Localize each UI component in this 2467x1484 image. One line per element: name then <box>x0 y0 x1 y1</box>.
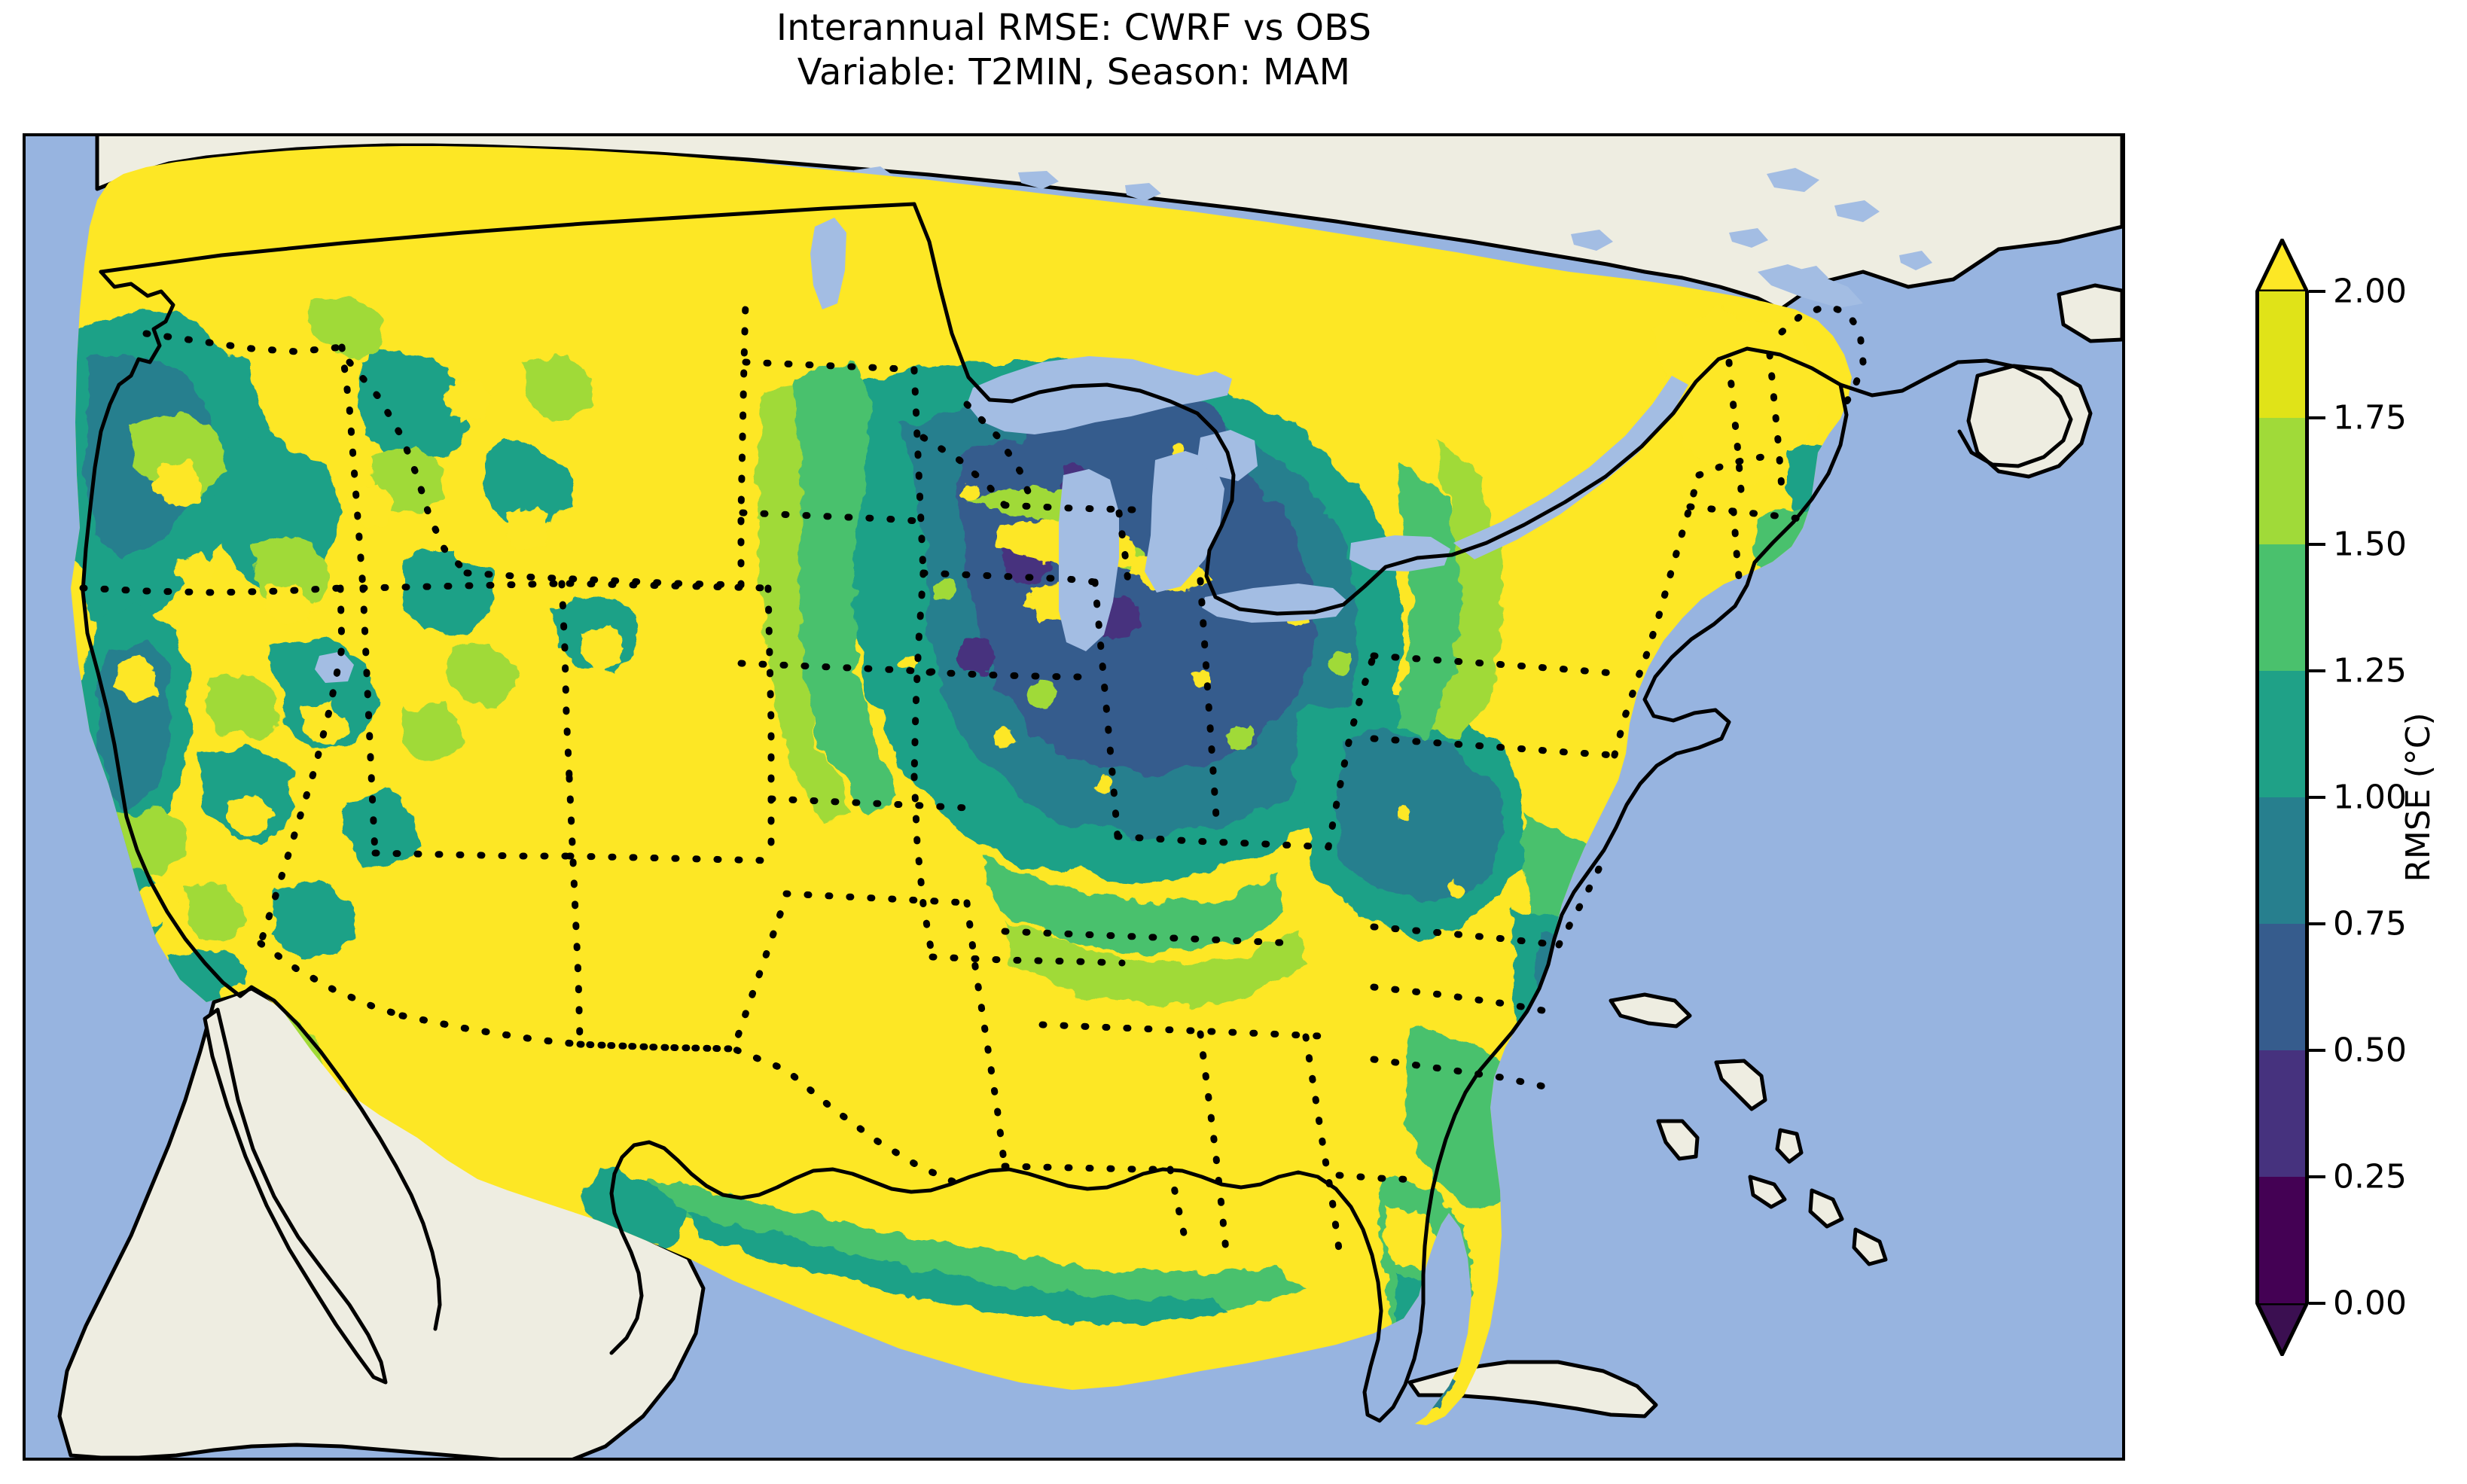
colorbar[interactable] <box>2255 291 2309 1303</box>
cb-band-1.50-1.75 <box>2255 418 2309 544</box>
great-lakes <box>315 218 1688 683</box>
title-line-primary: Interannual RMSE: CWRF vs OBS <box>776 7 1372 49</box>
land-mask-layer <box>57 136 2122 1458</box>
colorbar-extend-under-arrow <box>2255 1303 2309 1356</box>
cb-label-1.75: 1.75 <box>2333 398 2407 437</box>
cb-band-0.25-0.50 <box>2255 1050 2309 1177</box>
state-borders-layer <box>79 298 1867 1254</box>
cb-band-0.75-1.00 <box>2255 797 2309 924</box>
cb-band-0.00-0.25 <box>2255 1177 2309 1303</box>
map-plot-area[interactable] <box>23 133 2125 1461</box>
colorbar-extend-over-arrow <box>2255 239 2309 291</box>
cb-band-0.50-0.75 <box>2255 924 2309 1050</box>
cb-tick-1.75 <box>2309 416 2325 419</box>
cb-tick-1.50 <box>2309 543 2325 546</box>
cb-label-0.00: 0.00 <box>2333 1284 2407 1323</box>
cb-label-0.50: 0.50 <box>2333 1031 2407 1070</box>
cb-label-0.25: 0.25 <box>2333 1157 2407 1196</box>
cb-tick-0.50 <box>2309 1049 2325 1052</box>
cb-band-1.75-2.00 <box>2255 291 2309 418</box>
cb-tick-1.25 <box>2309 669 2325 672</box>
cb-band-1.25-1.50 <box>2255 544 2309 671</box>
cb-label-1.25: 1.25 <box>2333 651 2407 690</box>
cb-label-0.75: 0.75 <box>2333 904 2407 943</box>
cb-label-2.00: 2.00 <box>2333 272 2407 311</box>
cb-tick-0.75 <box>2309 922 2325 925</box>
cb-tick-1.00 <box>2309 796 2325 799</box>
cb-label-1.00: 1.00 <box>2333 778 2407 817</box>
cb-tick-2.00 <box>2309 290 2325 293</box>
cb-tick-0.00 <box>2309 1302 2325 1305</box>
coastline-layer <box>81 202 2073 1423</box>
cb-tick-0.25 <box>2309 1175 2325 1178</box>
cb-label-1.50: 1.50 <box>2333 525 2407 564</box>
cb-band-1.00-1.25 <box>2255 671 2309 797</box>
title-line-secondary: Variable: T2MIN, Season: MAM <box>797 50 1351 93</box>
figure-title: Interannual RMSE: CWRF vs OBS Variable: … <box>0 6 2148 94</box>
colorbar-axis-label: RMSE (°C) <box>2399 712 2438 882</box>
map-figure <box>26 136 2122 1458</box>
